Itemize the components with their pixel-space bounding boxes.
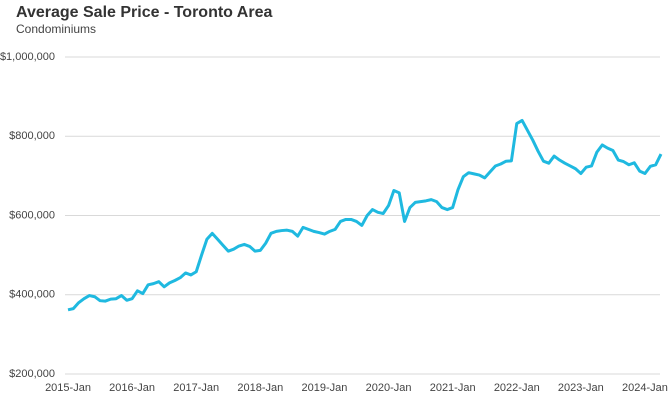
data-line (67, 118, 663, 312)
x-tick-label: 2018-Jan (237, 382, 283, 394)
x-tick-label: 2020-Jan (366, 382, 412, 394)
chart-title: Average Sale Price - Toronto Area (16, 4, 272, 21)
x-tick-label: 2023-Jan (558, 382, 604, 394)
x-tick-label: 2021-Jan (430, 382, 476, 394)
y-tick-label: $200,000 (9, 368, 55, 380)
chart-subtitle: Condominiums (16, 22, 96, 36)
x-tick-label: 2019-Jan (301, 382, 347, 394)
y-tick-label: $1,000,000 (0, 51, 55, 63)
x-tick-label: 2015-Jan (45, 382, 91, 394)
y-tick-label: $600,000 (9, 209, 55, 221)
x-tick-label: 2022-Jan (494, 382, 540, 394)
y-tick-label: $400,000 (9, 289, 55, 301)
y-tick-label: $800,000 (9, 130, 55, 142)
x-tick-label: 2016-Jan (109, 382, 155, 394)
x-tick-label: 2017-Jan (173, 382, 219, 394)
x-tick-label: 2024-Jan (622, 382, 668, 394)
